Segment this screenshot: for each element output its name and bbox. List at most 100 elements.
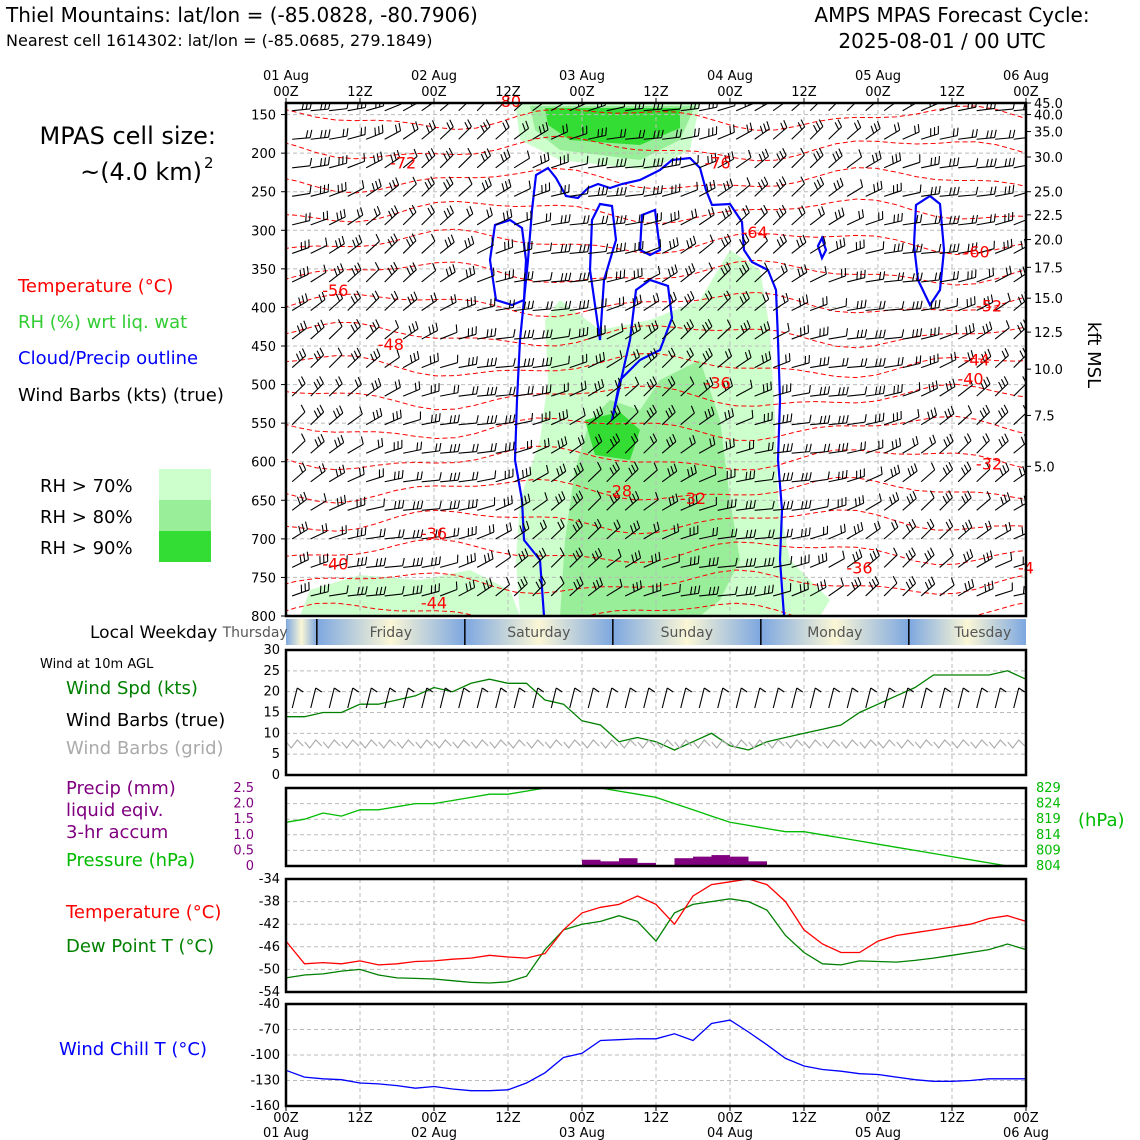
wind-barb-feather: [675, 157, 678, 166]
wind-barb: [643, 404, 657, 426]
wind-barb-staff: [976, 328, 993, 340]
weekday-band: [612, 619, 761, 645]
wind-barb: [347, 319, 361, 340]
wind-barb-staff: [995, 219, 1013, 226]
wind-barb-feather: [362, 466, 365, 475]
wind-barb-feather: [967, 580, 971, 589]
true-wind-barb: [976, 687, 989, 709]
wind-barb-feather: [786, 443, 790, 452]
wind-barb-staff: [957, 330, 975, 340]
wind-barb-staff: [809, 273, 827, 283]
true-wind-barb-staff: [347, 687, 354, 709]
true-wind-barb-feather: [555, 687, 563, 693]
wind-barb-feather: [402, 585, 405, 595]
wind-barb-feather: [483, 554, 487, 563]
wind-barb-feather: [438, 442, 442, 451]
wind-barb-feather: [486, 209, 490, 218]
wind-barb-staff: [976, 411, 990, 426]
wind-barb: [847, 414, 867, 426]
wind-barb-feather: [915, 356, 918, 365]
wind-barb-feather: [944, 410, 949, 419]
cloud-outline-main: [513, 156, 786, 616]
wind-barb-feather: [409, 354, 413, 363]
wind-barb-feather: [671, 404, 676, 413]
wind-barb-feather: [990, 103, 993, 110]
wind-barb-feather: [1018, 468, 1023, 477]
precip-tick-label: 1.5: [233, 812, 254, 827]
wind-barb-staff: [477, 393, 496, 397]
wind-barb-feather: [397, 470, 400, 479]
wind-barb-feather: [669, 436, 674, 445]
wind-barb-feather: [301, 523, 305, 532]
wind-barb-feather: [864, 329, 868, 338]
grid-wind-barb: [840, 739, 859, 749]
wind-barb: [847, 329, 868, 340]
wind-barb-feather: [764, 262, 769, 271]
wind-barb-feather: [879, 301, 882, 310]
wind-barb: [532, 182, 551, 197]
wind-barb: [495, 495, 513, 511]
wind-barb-feather: [472, 265, 476, 274]
wind-barb: [347, 234, 363, 254]
wind-barb-feather: [602, 351, 606, 361]
wind-barb-feather: [985, 404, 991, 413]
true-wind-barb-staff: [328, 687, 335, 709]
wind-barb-staff: [995, 137, 1014, 140]
wind-barb: [643, 320, 659, 340]
wind-barb: [291, 491, 308, 511]
wind-barb: [809, 119, 824, 140]
wind-barb-feather: [550, 301, 553, 310]
wind-barb-staff: [310, 591, 329, 597]
wind-barb-feather: [494, 470, 497, 479]
wind-barb-feather: [864, 358, 868, 367]
wind-barb-feather: [713, 179, 716, 188]
wind-barb: [828, 298, 848, 312]
wind-barb: [958, 103, 977, 112]
wind-barb-feather: [982, 325, 986, 334]
true-wind-barb-feather: [574, 687, 582, 693]
wind-barb-staff: [754, 269, 769, 283]
wind-barb-staff: [939, 584, 955, 597]
wind-barb: [606, 350, 623, 369]
bottom-hour-label: 00Z: [273, 1111, 299, 1126]
wind-barb-feather: [853, 525, 857, 535]
wind-barb-feather: [616, 215, 619, 224]
wind-barb-feather: [1004, 347, 1009, 356]
wind-barb: [440, 354, 459, 369]
wind-barb-staff: [735, 212, 750, 226]
wind-barb-feather: [938, 185, 941, 194]
wind-barb-staff: [662, 136, 681, 140]
wind-barb-staff: [643, 137, 662, 140]
wind-barb-feather: [726, 500, 729, 509]
wind-barb-feather: [968, 519, 973, 528]
wind-barb-staff: [365, 445, 383, 454]
wind-barb-feather: [842, 415, 845, 424]
wind-barb-feather: [652, 376, 658, 384]
weekday-name: Tuesday: [953, 625, 1011, 641]
wind-barb-staff: [976, 107, 995, 112]
wind-barb-feather: [817, 208, 822, 217]
wind-barb-feather: [652, 295, 656, 304]
wind-barb-feather: [487, 552, 491, 561]
wind-barb-feather: [653, 523, 657, 532]
wind-barb-staff: [347, 384, 362, 397]
wind-barb-feather: [853, 122, 859, 131]
wind-barb-staff: [957, 412, 972, 426]
wind-barb-feather: [883, 357, 886, 366]
wind-barb-staff: [1013, 412, 1026, 426]
wind-barb-staff: [384, 593, 403, 597]
wind-barb: [754, 262, 769, 283]
wind-barb-feather: [531, 385, 534, 394]
wind-barb-staff: [551, 363, 569, 369]
wind-barb-staff: [328, 383, 343, 397]
wind-barb: [976, 267, 995, 283]
true-wind-barb-staff: [365, 687, 372, 709]
wind-barb-feather: [609, 467, 615, 475]
wind-barb-feather: [782, 233, 787, 242]
wind-barb-feather: [1021, 294, 1026, 302]
temperature-contour-label: -28: [606, 481, 632, 500]
true-wind-barb-staff: [883, 687, 890, 709]
wind-barb-feather: [300, 404, 306, 413]
wind-barb-feather: [520, 497, 524, 506]
wind-barb-feather: [697, 555, 700, 564]
